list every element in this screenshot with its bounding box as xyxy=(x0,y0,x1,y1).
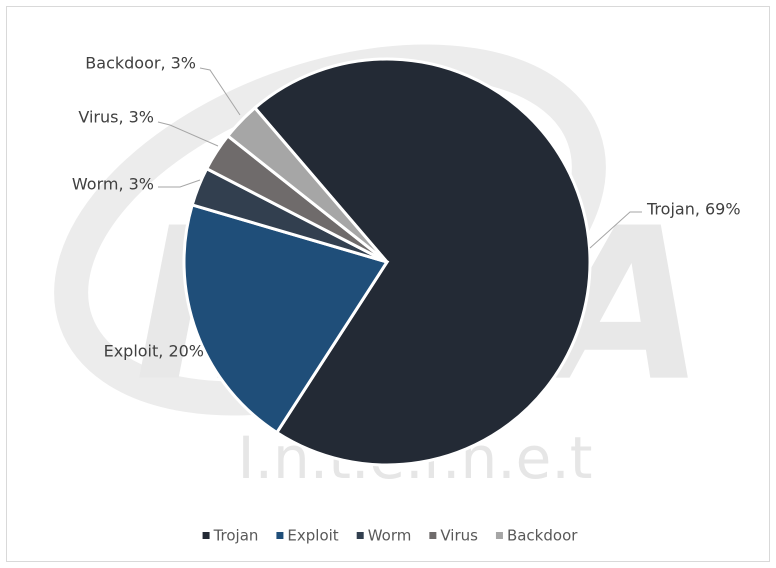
pie-slice xyxy=(182,203,390,435)
legend-swatch xyxy=(356,532,364,539)
legend-swatch xyxy=(276,532,284,539)
legend-label: Backdoor xyxy=(507,527,578,545)
data-label: Worm, 3% xyxy=(72,175,154,194)
data-label: Backdoor, 3% xyxy=(85,54,196,73)
leader-line xyxy=(157,121,219,147)
data-label: Virus, 3% xyxy=(78,108,154,127)
data-label: Exploit, 20% xyxy=(104,342,204,361)
legend-swatch xyxy=(429,532,437,539)
legend-swatch xyxy=(202,532,210,539)
leader-line xyxy=(199,67,241,116)
data-label: Trojan, 69% xyxy=(646,200,741,219)
pie-slice xyxy=(252,57,592,467)
legend-label: Trojan xyxy=(213,527,259,545)
leader-line xyxy=(589,211,642,249)
pie-slice xyxy=(225,105,389,264)
legend-label: Exploit xyxy=(287,527,338,545)
legend-label: Worm xyxy=(368,527,412,545)
legend-label: Virus xyxy=(440,527,478,545)
leader-line xyxy=(158,179,201,188)
legend-swatch xyxy=(495,532,503,539)
